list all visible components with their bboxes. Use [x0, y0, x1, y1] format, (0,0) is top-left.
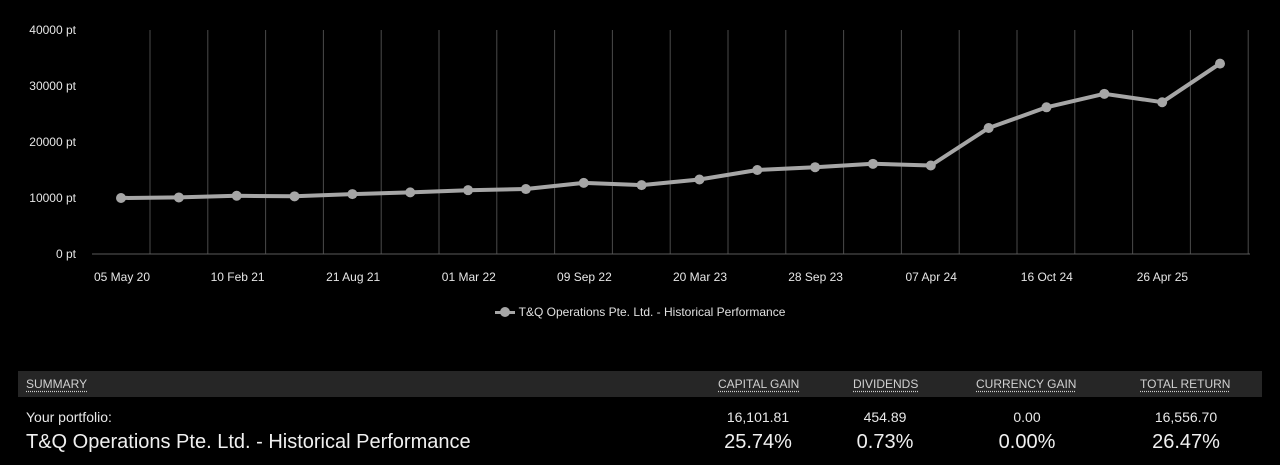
data-point[interactable]	[810, 162, 821, 173]
data-point[interactable]	[173, 192, 184, 203]
data-point[interactable]	[578, 177, 589, 188]
x-axis-ticks: 05 May 20 10 Feb 21 21 Aug 21 01 Mar 22 09 S…	[94, 270, 1188, 284]
x-tick-label: 01 Mar 22	[442, 270, 496, 284]
data-point[interactable]	[405, 187, 416, 198]
dividends-header[interactable]: DIVIDENDS	[853, 377, 919, 391]
grid-lines	[149, 30, 1249, 254]
data-point[interactable]	[1157, 97, 1168, 108]
performance-dividends: 0.73%	[856, 431, 914, 453]
performance-currency-gain: 0.00%	[998, 431, 1056, 453]
y-tick-label: 20000 pt	[29, 135, 76, 149]
y-tick-label: 30000 pt	[29, 79, 76, 93]
x-tick-label: 20 Mar 23	[673, 270, 727, 284]
data-point[interactable]	[1041, 102, 1052, 113]
y-tick-label: 0 pt	[56, 247, 77, 261]
data-point[interactable]	[925, 160, 936, 171]
data-point[interactable]	[116, 193, 126, 203]
x-tick-label: 05 May 20	[94, 270, 150, 284]
data-point[interactable]	[520, 184, 531, 195]
summary-header: SUMMARY CAPITAL GAIN DIVIDENDS CURRENCY …	[18, 371, 1262, 397]
x-tick-label: 21 Aug 21	[326, 270, 380, 284]
data-point[interactable]	[1215, 58, 1225, 69]
data-point[interactable]	[1099, 88, 1110, 99]
portfolio-row-label: Your portfolio:	[26, 409, 112, 425]
y-tick-label: 10000 pt	[29, 191, 76, 205]
summary-header-label[interactable]: SUMMARY	[26, 377, 88, 391]
line-chart: 40000 pt 30000 pt 20000 pt 10000 pt 0 pt 05 …	[29, 23, 1250, 284]
performance-total-return: 26.47%	[1152, 431, 1220, 453]
x-tick-label: 16 Oct 24	[1021, 270, 1073, 284]
data-point[interactable]	[463, 185, 474, 196]
data-point[interactable]	[983, 123, 994, 133]
x-tick-label: 28 Sep 23	[788, 270, 843, 284]
series-points	[116, 58, 1225, 203]
x-tick-label: 26 Apr 25	[1137, 270, 1189, 284]
performance-row-label: T&Q Operations Pte. Ltd. - Historical Pe…	[26, 431, 471, 453]
data-point[interactable]	[289, 191, 300, 202]
y-tick-label: 40000 pt	[29, 23, 76, 37]
series-line	[119, 61, 1222, 200]
x-tick-label: 10 Feb 21	[211, 270, 265, 284]
performance-capital-gain: 25.74%	[724, 431, 792, 453]
chart-legend[interactable]: T&Q Operations Pte. Ltd. - Historical Pe…	[0, 305, 1280, 319]
currency-gain-header[interactable]: CURRENCY GAIN	[976, 377, 1077, 391]
data-point[interactable]	[231, 190, 242, 201]
portfolio-capital-gain: 16,101.81	[726, 409, 790, 425]
x-tick-label: 07 Apr 24	[906, 270, 958, 284]
data-point[interactable]	[867, 158, 878, 169]
portfolio-dividends: 454.89	[863, 409, 907, 425]
data-point[interactable]	[694, 174, 705, 185]
total-return-header[interactable]: TOTAL RETURN	[1140, 377, 1231, 391]
x-tick-label: 09 Sep 22	[557, 270, 612, 284]
data-point[interactable]	[347, 189, 358, 200]
capital-gain-header[interactable]: CAPITAL GAIN	[718, 377, 800, 391]
legend-series-label: T&Q Operations Pte. Ltd. - Historical Pe…	[518, 305, 786, 319]
y-axis-ticks: 40000 pt 30000 pt 20000 pt 10000 pt 0 pt	[29, 23, 76, 261]
portfolio-total-return: 16,556.70	[1154, 409, 1218, 425]
data-point[interactable]	[636, 180, 647, 191]
data-point[interactable]	[752, 165, 763, 175]
portfolio-currency-gain: 0.00	[1013, 409, 1041, 425]
legend-series-icon	[494, 306, 515, 318]
